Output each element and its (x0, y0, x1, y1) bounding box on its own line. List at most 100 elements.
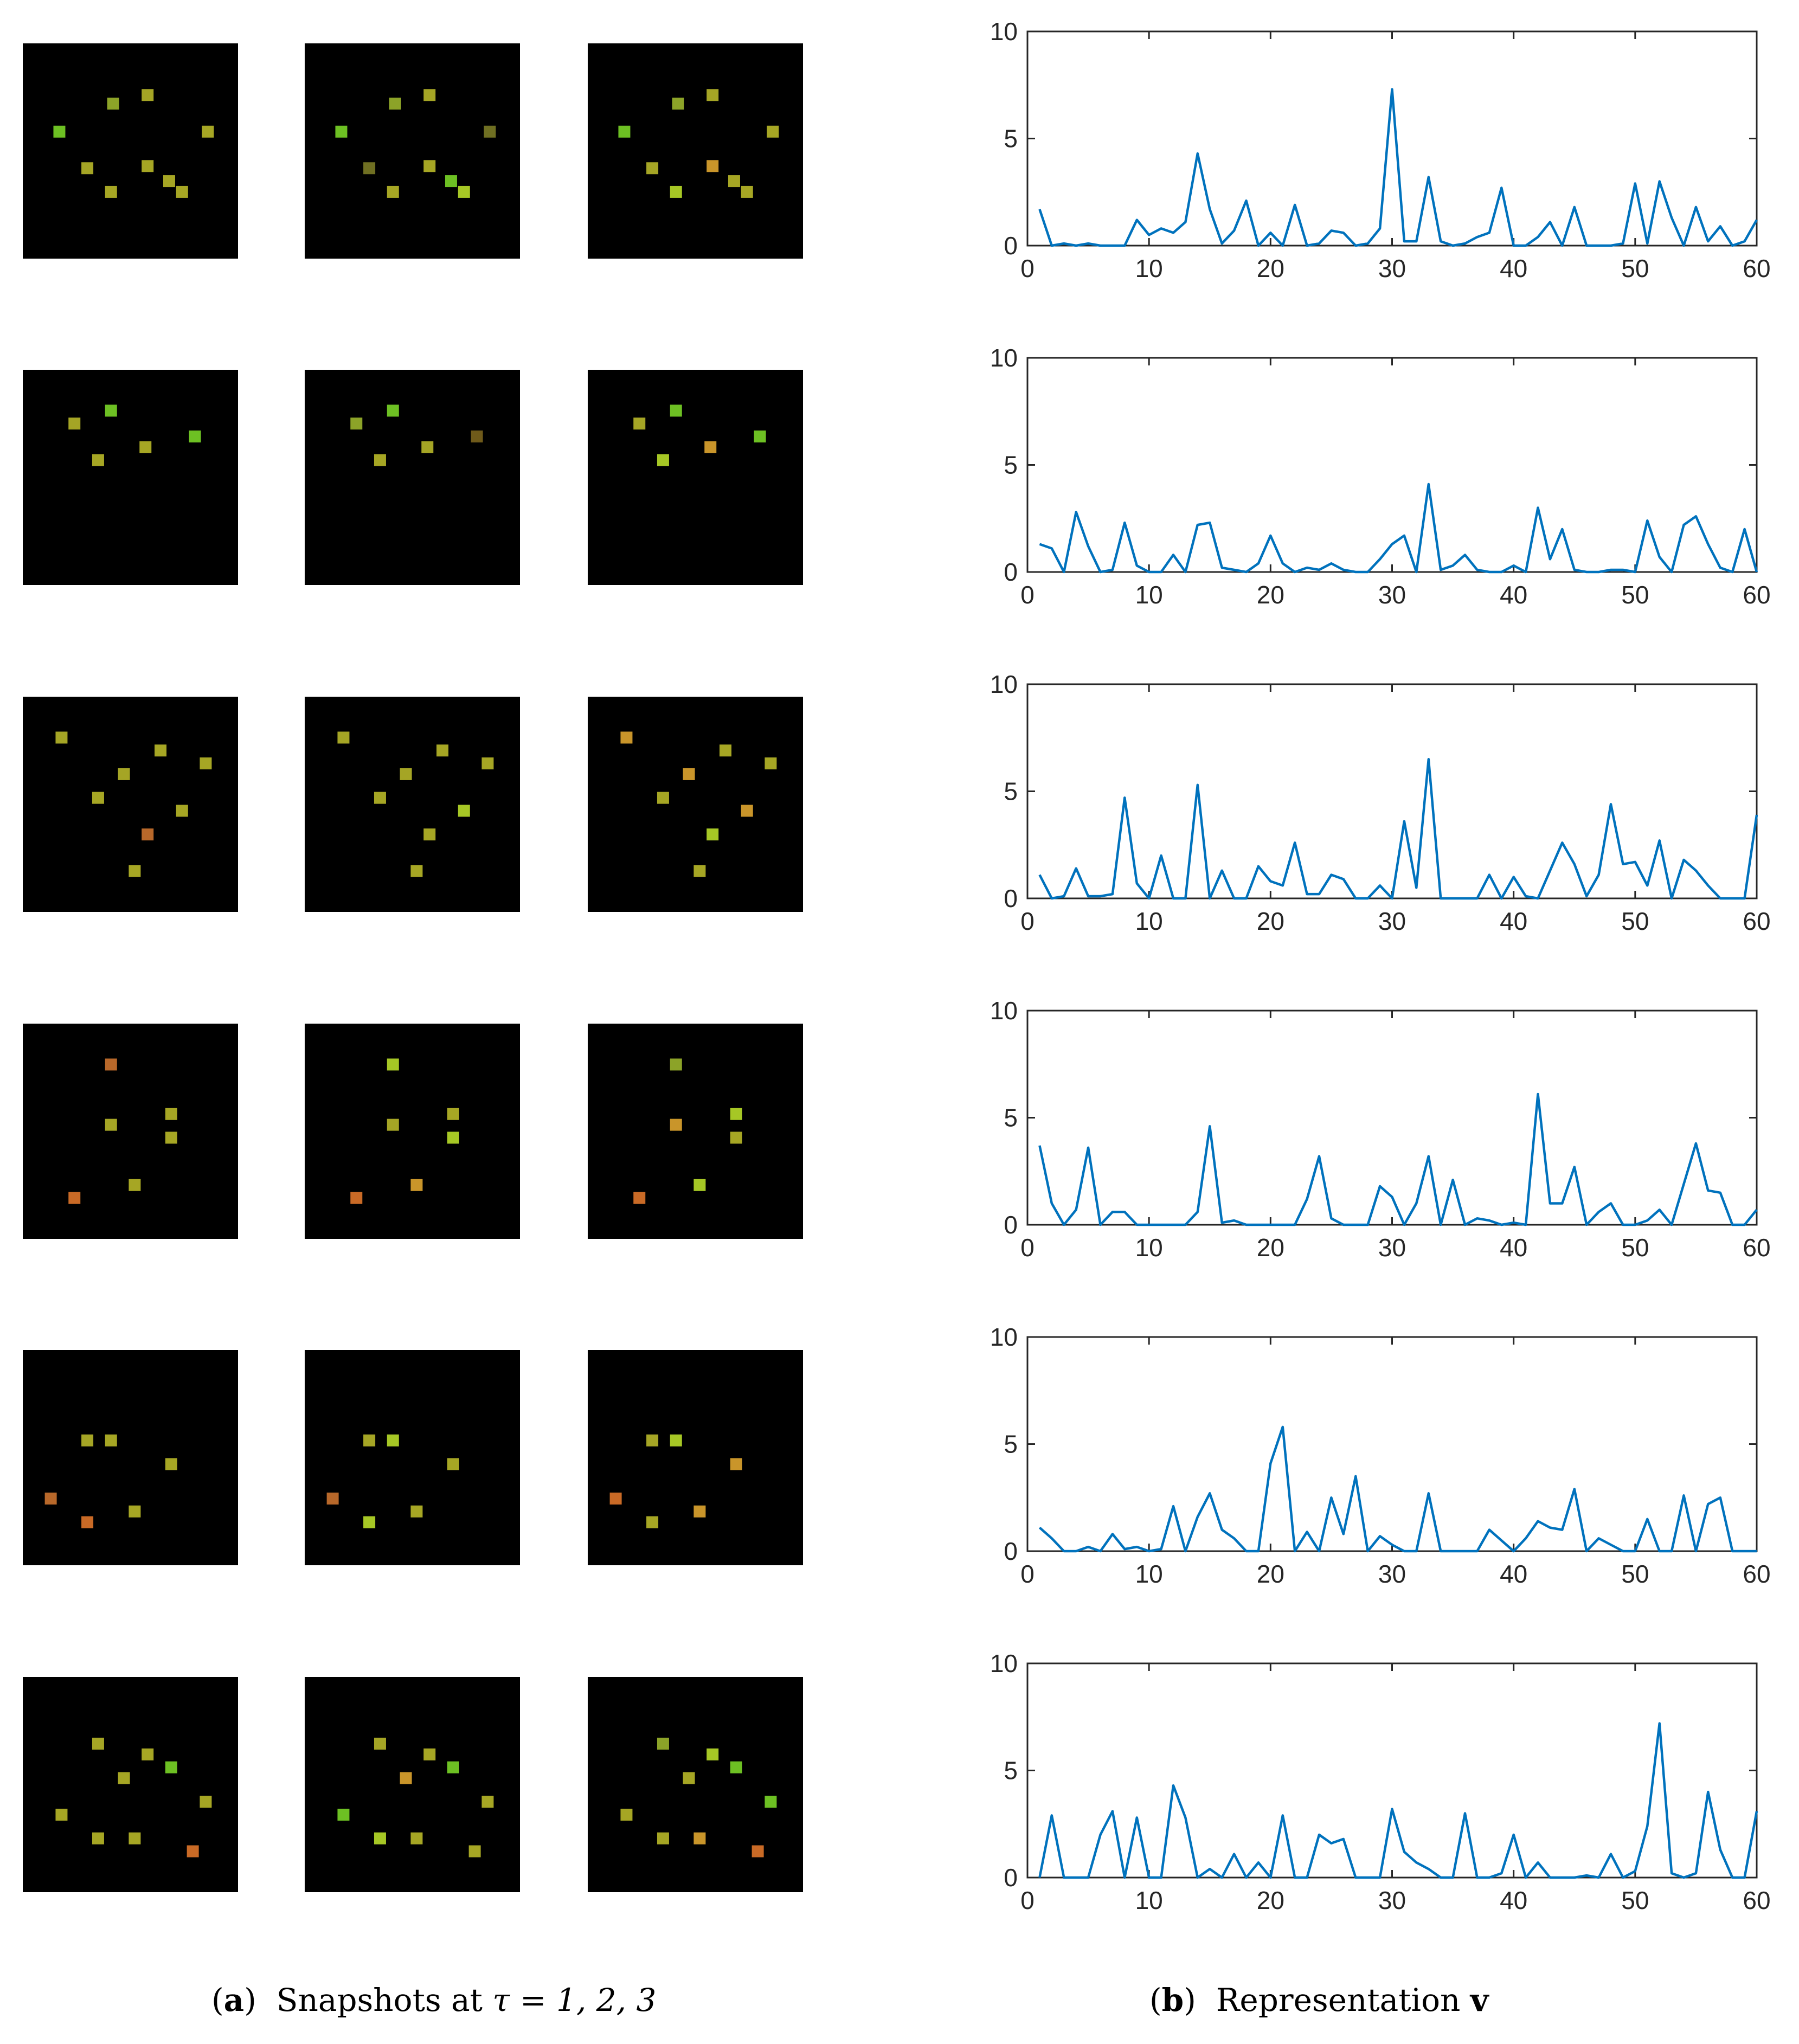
snapshot-pixel (693, 865, 706, 877)
x-tick-label: 0 (1020, 907, 1035, 935)
x-tick-label: 50 (1621, 1886, 1649, 1914)
plot-frame-3 (1026, 683, 1758, 899)
caption-a-math: τ = 1, 2, 3 (492, 1982, 657, 2019)
y-tick-label: 10 (990, 17, 1018, 46)
snapshot-pixel (421, 441, 434, 453)
snapshot-pixel (176, 805, 188, 817)
snapshot-pixel (410, 1179, 423, 1191)
x-tick-label: 0 (1020, 254, 1035, 282)
snapshot-pixel (657, 1738, 669, 1750)
snapshot-pixel (683, 1772, 695, 1784)
snapshot-pixel (447, 1132, 459, 1144)
snapshot-r1-t1 (23, 43, 238, 259)
snapshot-r5-t1 (23, 1350, 238, 1565)
snapshot-pixel (165, 1108, 177, 1120)
snapshot-pixel (105, 1119, 117, 1131)
snapshot-pixel (128, 1832, 141, 1844)
snapshot-pixel (670, 1058, 682, 1071)
snapshot-pixel (400, 768, 412, 780)
snapshot-pixel (92, 1832, 104, 1844)
x-tick-label: 60 (1743, 1233, 1770, 1262)
snapshot-pixel (633, 1192, 646, 1204)
y-tick-label: 0 (1004, 558, 1018, 586)
snapshot-pixel (764, 1796, 777, 1808)
plot-frame-1 (1026, 30, 1758, 247)
y-tick-label: 0 (1004, 1863, 1018, 1892)
snapshot-pixel (423, 828, 436, 841)
snapshot-pixel (142, 89, 154, 101)
snapshot-pixel (363, 1434, 376, 1447)
snapshot-pixel (202, 125, 214, 138)
snapshot-pixel (165, 1458, 177, 1470)
snapshot-r6-t1 (23, 1677, 238, 1892)
snapshot-pixel (481, 1796, 494, 1808)
y-tick-label: 0 (1004, 884, 1018, 912)
snapshot-pixel (189, 430, 201, 443)
snapshot-pixel (337, 731, 350, 744)
snapshot-pixel (387, 185, 399, 198)
snapshot-pixel (200, 1796, 212, 1808)
x-tick-label: 10 (1135, 1886, 1163, 1914)
x-tick-label: 10 (1135, 907, 1163, 935)
x-tick-label: 50 (1621, 581, 1649, 609)
snapshot-pixel (704, 441, 717, 453)
snapshot-pixel (633, 417, 646, 430)
x-tick-label: 30 (1378, 1233, 1406, 1262)
snapshot-pixel (458, 185, 470, 198)
x-tick-label: 10 (1135, 1560, 1163, 1588)
x-tick-label: 40 (1500, 1560, 1527, 1588)
y-tick-label: 10 (990, 670, 1018, 698)
snapshot-pixel (751, 1845, 764, 1857)
y-tick-label: 0 (1004, 1211, 1018, 1239)
series-line-1 (1038, 88, 1758, 247)
snapshot-pixel (730, 1761, 742, 1773)
snapshot-r4-t3 (588, 1024, 803, 1239)
x-tick-label: 40 (1500, 581, 1527, 609)
x-tick-label: 20 (1257, 254, 1284, 282)
x-tick-label: 20 (1257, 1560, 1284, 1588)
x-tick-label: 30 (1378, 1560, 1406, 1588)
x-tick-label: 50 (1621, 254, 1649, 282)
snapshot-pixel (387, 1434, 399, 1447)
snapshot-pixel (706, 89, 719, 101)
snapshot-pixel (118, 768, 130, 780)
snapshot-pixel (672, 98, 684, 110)
snapshot-pixel (81, 162, 94, 175)
x-tick-label: 40 (1500, 907, 1527, 935)
snapshot-pixel (484, 125, 496, 138)
snapshot-pixel (326, 1492, 339, 1505)
snapshot-r5-t3 (588, 1350, 803, 1565)
x-tick-label: 30 (1378, 1886, 1406, 1914)
snapshot-r3-t3 (588, 697, 803, 912)
snapshot-pixel (337, 1809, 350, 1821)
x-tick-label: 0 (1020, 581, 1035, 609)
y-tick-label: 0 (1004, 1537, 1018, 1565)
snapshot-pixel (81, 1434, 94, 1447)
x-tick-label: 60 (1743, 1560, 1770, 1588)
snapshot-r4-t2 (305, 1024, 520, 1239)
plot-frame-2 (1026, 357, 1758, 573)
snapshot-pixel (350, 417, 363, 430)
snapshot-pixel (92, 454, 104, 466)
snapshot-pixel (163, 175, 175, 188)
snapshot-pixel (620, 731, 633, 744)
snapshot-pixel (620, 1809, 633, 1821)
snapshot-pixel (139, 441, 152, 453)
plot-frame-4 (1026, 1010, 1758, 1226)
y-tick-label: 10 (990, 344, 1018, 372)
snapshot-pixel (335, 125, 348, 138)
series-line-2 (1039, 483, 1758, 574)
snapshot-pixel (481, 757, 494, 770)
snapshot-pixel (706, 828, 719, 841)
x-tick-label: 10 (1135, 1233, 1163, 1262)
snapshot-r2-t3 (588, 370, 803, 585)
x-tick-label: 20 (1257, 581, 1284, 609)
snapshot-pixel (764, 757, 777, 770)
snapshot-pixel (447, 1108, 459, 1120)
snapshot-r3-t2 (305, 697, 520, 912)
snapshot-pixel (728, 175, 740, 188)
series-line-4 (1038, 1092, 1758, 1226)
snapshot-pixel (155, 744, 167, 757)
snapshot-pixel (646, 1516, 659, 1528)
x-tick-label: 40 (1500, 1886, 1527, 1914)
